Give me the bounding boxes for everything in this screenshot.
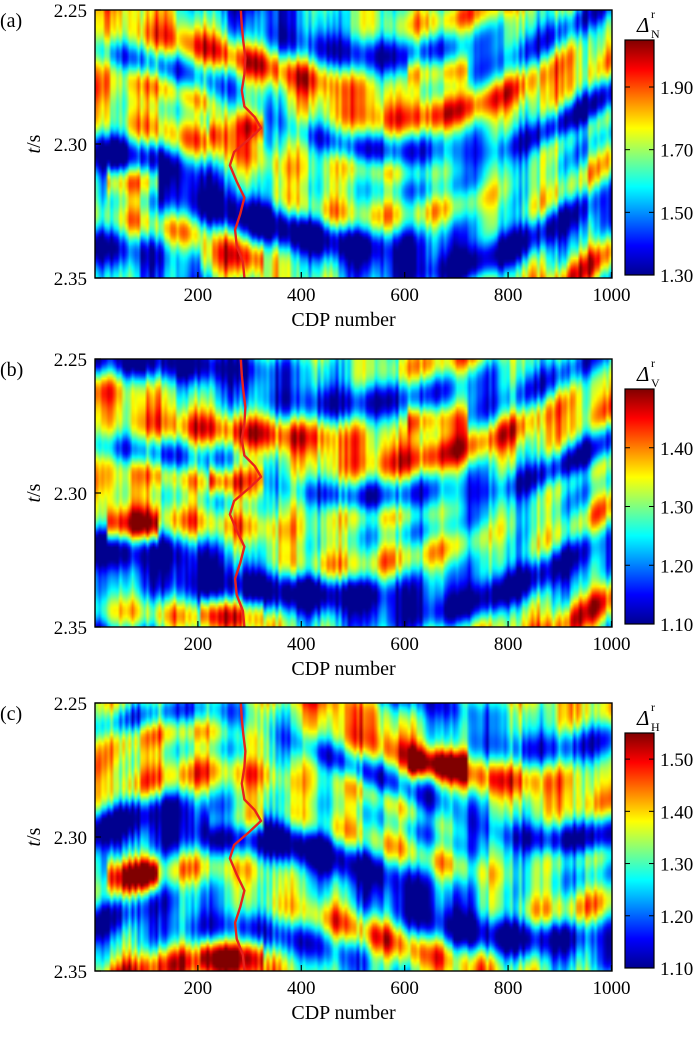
y-axis-label: t/s <box>23 827 45 846</box>
x-axis-label: CDP number <box>291 1002 396 1024</box>
colorbar-title-sub: V <box>651 376 660 390</box>
panel-label: (c) <box>0 703 22 725</box>
panel-c: 200 400 600 800 1000 2.25 2.30 2.35 CDP number t/… <box>0 694 693 1024</box>
x-tick-label: 1000 <box>592 978 630 999</box>
colorbar-tick-label: 1.50 <box>660 750 693 771</box>
panel-label: (a) <box>0 10 22 32</box>
colorbar-tick-label: 1.40 <box>660 439 693 460</box>
y-tick-label: 2.25 <box>54 694 87 715</box>
colorbar-tick-label: 1.30 <box>660 855 693 876</box>
colorbar-tick-label: 1.10 <box>660 959 693 980</box>
y-tick-label: 2.30 <box>54 484 87 505</box>
x-tick-label: 200 <box>184 978 213 999</box>
colorbar-title-sup: r <box>651 700 655 714</box>
heatmap-image <box>95 10 612 278</box>
x-tick-label: 600 <box>390 978 419 999</box>
x-tick-label: 1000 <box>592 285 630 306</box>
colorbar-tick-label: 1.20 <box>660 907 693 928</box>
horizon-curve <box>228 702 263 972</box>
x-tick-label: 600 <box>390 634 419 655</box>
colorbar-title: Δ <box>636 706 649 730</box>
colorbar-tick-label: 1.70 <box>660 141 693 162</box>
colorbar-tick-label: 1.90 <box>660 78 693 99</box>
y-tick-label: 2.30 <box>54 135 87 156</box>
colorbar <box>624 39 655 276</box>
x-tick-label: 800 <box>494 285 523 306</box>
y-axis-label: t/s <box>23 483 45 502</box>
x-tick-label: 400 <box>287 634 316 655</box>
heatmap-image <box>95 359 612 627</box>
y-axis-label: t/s <box>23 134 45 153</box>
colorbar-tick-label: 1.30 <box>660 498 693 519</box>
colorbar-tick-label: 1.50 <box>660 203 693 224</box>
heatmap-image <box>95 703 612 971</box>
x-tick-label: 800 <box>494 978 523 999</box>
y-tick-label: 2.35 <box>54 269 87 290</box>
horizon-curve <box>228 9 263 279</box>
y-tick-label: 2.35 <box>54 618 87 639</box>
x-axis-label: CDP number <box>291 309 396 331</box>
colorbar-tick-label: 1.10 <box>660 615 693 636</box>
colorbar <box>624 732 655 969</box>
colorbar-title: Δ <box>636 362 649 386</box>
y-tick-label: 2.25 <box>54 1 87 22</box>
panel-b: 200 400 600 800 1000 2.25 2.30 2.35 CDP number t/… <box>0 350 693 680</box>
colorbar-title-sup: r <box>651 7 655 21</box>
colorbar-tick-label: 1.30 <box>660 266 693 287</box>
colorbar-title-sup: r <box>651 356 655 370</box>
x-tick-label: 200 <box>184 634 213 655</box>
colorbar-title: Δ <box>636 13 649 37</box>
colorbar-tick-label: 1.20 <box>660 556 693 577</box>
x-tick-label: 800 <box>494 634 523 655</box>
colorbar-tick-label: 1.40 <box>660 802 693 823</box>
x-tick-label: 200 <box>184 285 213 306</box>
colorbar-title-sub: N <box>651 27 660 41</box>
x-axis-label: CDP number <box>291 658 396 680</box>
x-tick-label: 1000 <box>592 634 630 655</box>
panel-label: (b) <box>0 359 23 381</box>
colorbar-title-sub: H <box>651 720 660 734</box>
panel-a: 200 400 600 800 1000 2.25 2.30 2.35 CDP number t/… <box>0 1 693 331</box>
x-tick-label: 400 <box>287 978 316 999</box>
y-tick-label: 2.35 <box>54 962 87 983</box>
x-tick-label: 400 <box>287 285 316 306</box>
y-tick-label: 2.30 <box>54 828 87 849</box>
y-tick-label: 2.25 <box>54 350 87 371</box>
x-tick-label: 600 <box>390 285 419 306</box>
horizon-curve <box>228 358 263 628</box>
